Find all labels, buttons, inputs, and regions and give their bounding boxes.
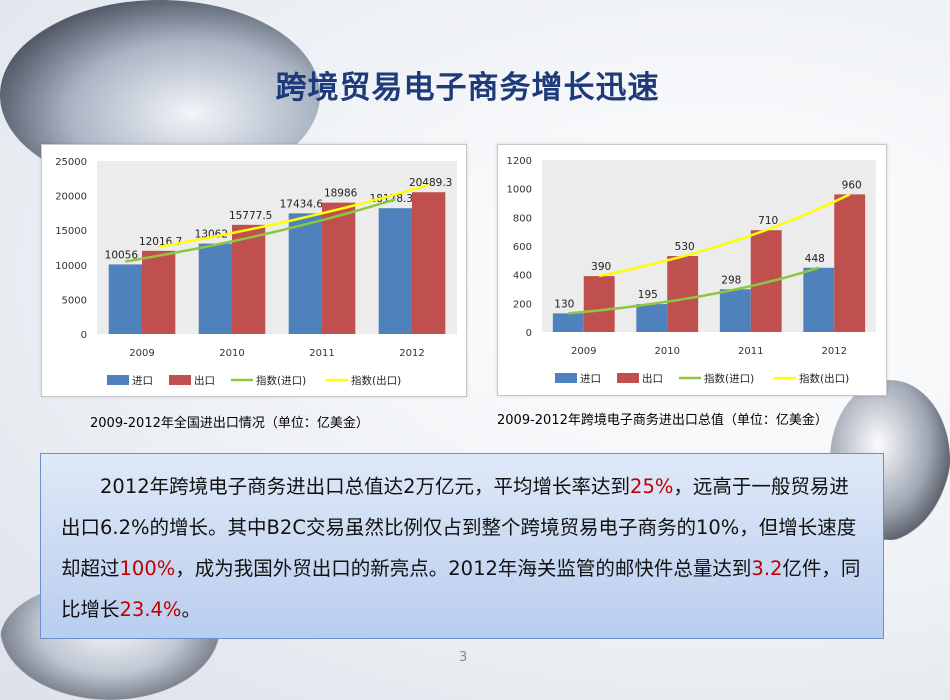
bar-import bbox=[198, 243, 232, 334]
chart-caption: 2009-2012年跨境电子商务进出口总值（单位：亿美金） bbox=[497, 413, 828, 428]
bar-export bbox=[142, 250, 176, 334]
bar-export bbox=[583, 276, 615, 332]
y-tick-label: 400 bbox=[513, 271, 532, 282]
bar-import bbox=[288, 213, 322, 334]
legend-swatch bbox=[107, 375, 129, 385]
bar-export bbox=[412, 192, 446, 334]
legend-label: 指数(进口) bbox=[704, 372, 754, 385]
legend-label: 指数(出口) bbox=[351, 374, 401, 387]
y-tick-label: 20000 bbox=[55, 192, 87, 203]
legend-label: 出口 bbox=[642, 372, 663, 385]
slide-title: 跨境贸易电子商务增长迅速 bbox=[275, 70, 660, 106]
trendline-export bbox=[158, 183, 429, 249]
legend-label: 进口 bbox=[132, 375, 153, 387]
highlight-text: 100% bbox=[119, 557, 176, 580]
y-tick-label: 800 bbox=[513, 213, 532, 224]
summary-textbox: 2012年跨境电子商务进出口总值达2万亿元，平均增长率达到25%，远高于一般贸易… bbox=[40, 453, 884, 639]
legend-swatch bbox=[169, 375, 191, 385]
y-tick-label: 600 bbox=[513, 242, 532, 253]
data-label: 298 bbox=[721, 274, 741, 286]
trendline-import bbox=[568, 266, 820, 315]
data-label: 960 bbox=[842, 179, 862, 191]
x-tick-label: 2012 bbox=[822, 346, 847, 357]
bar-export bbox=[667, 256, 699, 332]
data-label: 530 bbox=[675, 241, 695, 253]
chart-national-trade: 0 5000 10000 15000 20000 25000 2009 10056 12016.… bbox=[41, 144, 467, 397]
data-label: 195 bbox=[638, 289, 658, 301]
y-tick-label: 15000 bbox=[55, 226, 87, 237]
data-label: 15777.5 bbox=[229, 210, 272, 222]
x-tick-label: 2009 bbox=[571, 346, 596, 357]
bar-import bbox=[636, 304, 668, 332]
y-tick-label: 200 bbox=[513, 299, 532, 310]
trendline-export bbox=[598, 193, 851, 278]
data-label: 20489.3 bbox=[409, 177, 452, 189]
x-tick-label: 2010 bbox=[219, 348, 244, 359]
legend-swatch bbox=[555, 373, 577, 383]
highlight-text: 25% bbox=[630, 475, 674, 498]
y-tick-label: 0 bbox=[526, 328, 532, 339]
data-label: 710 bbox=[758, 215, 778, 227]
body-text: ，远高于一般贸易进出口6.2%的增长。其中B2C交易虽然比例仅占到整个跨境贸易电… bbox=[61, 475, 857, 580]
y-tick-label: 0 bbox=[81, 330, 87, 341]
data-label: 18178.3 bbox=[370, 193, 413, 205]
legend-label: 指数(出口) bbox=[799, 372, 849, 385]
chart-svg: 050001000015000200002500020091005612016.… bbox=[55, 157, 457, 387]
legend-label: 进口 bbox=[580, 373, 601, 385]
bar-import bbox=[719, 289, 751, 332]
highlight-text: 3.2 bbox=[751, 557, 783, 580]
bar-import bbox=[108, 264, 142, 334]
legend-label: 指数(进口) bbox=[256, 374, 306, 387]
x-tick-label: 2009 bbox=[129, 348, 154, 359]
bar-export bbox=[322, 202, 356, 334]
x-tick-label: 2011 bbox=[309, 348, 334, 359]
x-tick-label: 2011 bbox=[738, 346, 763, 357]
x-tick-label: 2012 bbox=[399, 348, 424, 359]
bar-import bbox=[552, 313, 584, 332]
y-tick-label: 1200 bbox=[507, 156, 532, 167]
bar-import bbox=[378, 208, 412, 334]
y-tick-label: 5000 bbox=[62, 295, 87, 306]
legend-label: 出口 bbox=[194, 374, 215, 387]
chart-caption: 2009-2012年全国进出口情况（单位：亿美金） bbox=[90, 416, 369, 431]
y-tick-label: 1000 bbox=[507, 185, 532, 196]
bar-export bbox=[750, 230, 782, 332]
data-label: 17434.6 bbox=[280, 198, 324, 210]
y-tick-label: 10000 bbox=[55, 261, 87, 272]
body-text: ，成为我国外贸出口的新亮点。2012年海关监管的邮快件总量达到 bbox=[175, 557, 752, 580]
data-label: 10056 bbox=[105, 249, 139, 261]
chart-cross-border-ecommerce: 0 200 400 600 800 1000 1200 2009 130 390 2010 195 53… bbox=[497, 144, 887, 396]
trendline-import bbox=[125, 198, 396, 263]
body-text: 。 bbox=[181, 598, 201, 621]
body-text: 2012年跨境电子商务进出口总值达2万亿元，平均增长率达到 bbox=[100, 475, 631, 498]
x-tick-label: 2010 bbox=[655, 346, 680, 357]
highlight-text: 23.4% bbox=[119, 598, 182, 621]
page-number: 3 bbox=[459, 650, 468, 665]
data-label: 18986 bbox=[324, 188, 358, 200]
data-label: 130 bbox=[554, 298, 574, 310]
legend-swatch bbox=[617, 373, 639, 383]
bar-export bbox=[834, 194, 866, 332]
data-label: 448 bbox=[805, 253, 825, 265]
y-tick-label: 25000 bbox=[55, 157, 87, 168]
chart-svg: 0 200 400 600 800 1000 1200 2009 130 390 2010 195 53… bbox=[507, 156, 876, 385]
bar-export bbox=[232, 224, 266, 334]
bar-import bbox=[803, 267, 835, 332]
data-label: 390 bbox=[591, 261, 611, 273]
body-text: 亿件，同比增长 bbox=[61, 557, 861, 621]
